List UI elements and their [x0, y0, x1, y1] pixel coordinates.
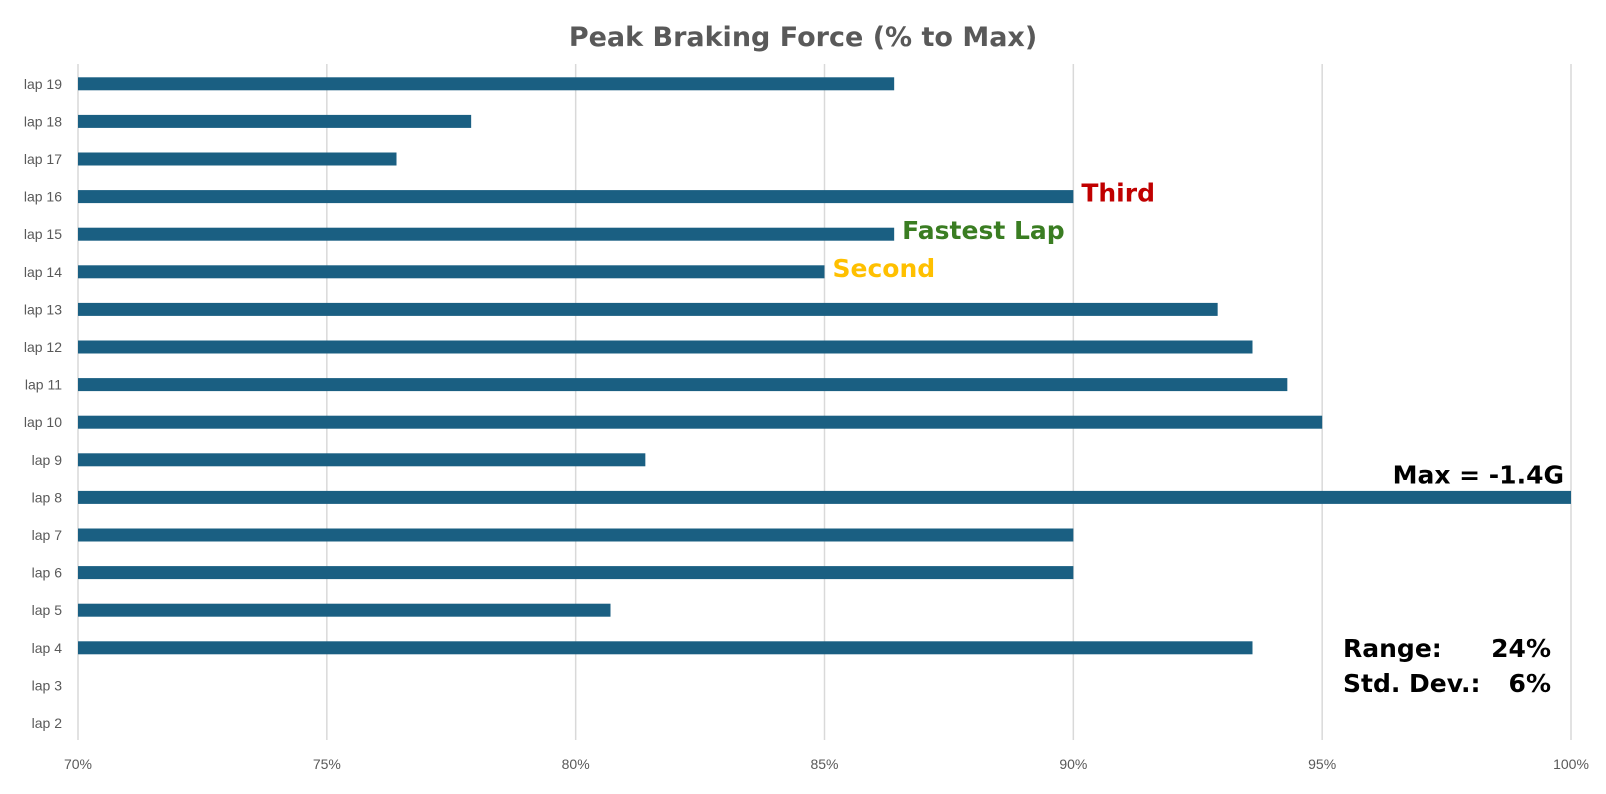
- y-tick-labels: lap 19 lap 18 lap 17 lap 16 lap 15 lap 14 lap …: [24, 76, 62, 731]
- bar-lap-7: [78, 528, 1074, 542]
- x-tick-label: 85%: [810, 756, 838, 772]
- stat-label: Range:: [1343, 634, 1442, 663]
- bar-lap-10: [78, 415, 1323, 429]
- bar-lap-6: [78, 566, 1074, 580]
- y-tick-label: lap 13: [24, 301, 62, 317]
- y-tick-label: lap 4: [32, 640, 63, 656]
- x-tick-labels: 70% 75% 80% 85% 90% 95% 100%: [64, 756, 1589, 772]
- grid-lines: [77, 64, 1572, 740]
- annotation-label: Max = -1.4G: [1393, 460, 1564, 489]
- x-tick-label: 70%: [64, 756, 92, 772]
- stat-label: Std. Dev.:: [1343, 669, 1481, 698]
- y-tick-label: lap 10: [24, 414, 62, 430]
- bar-lap-4: [78, 641, 1253, 655]
- annotation-label: Third: [1081, 179, 1155, 208]
- y-tick-label: lap 17: [24, 151, 62, 167]
- bar-lap-5: [78, 603, 611, 617]
- annotation-label: Fastest Lap: [902, 216, 1065, 245]
- bar-lap-8: [78, 490, 1571, 504]
- bar-lap-9: [78, 453, 646, 467]
- bar-lap-18: [78, 114, 472, 128]
- x-tick-label: 95%: [1308, 756, 1336, 772]
- y-tick-label: lap 12: [24, 339, 62, 355]
- x-tick-label: 100%: [1553, 756, 1589, 772]
- x-tick-label: 90%: [1059, 756, 1087, 772]
- bar-lap-15: [78, 227, 895, 241]
- bar-lap-13: [78, 302, 1218, 316]
- y-tick-label: lap 14: [24, 264, 62, 280]
- bar-lap-17: [78, 152, 397, 166]
- y-tick-label: lap 15: [24, 226, 62, 242]
- bar-lap-11: [78, 378, 1288, 392]
- y-tick-label: lap 11: [25, 377, 62, 393]
- bar-lap-16: [78, 190, 1074, 204]
- y-tick-label: lap 19: [24, 76, 62, 92]
- stat-value: 24%: [1491, 634, 1551, 663]
- y-tick-label: lap 16: [24, 189, 62, 205]
- x-tick-label: 80%: [562, 756, 590, 772]
- y-tick-label: lap 2: [32, 715, 63, 731]
- y-tick-label: lap 18: [24, 113, 62, 129]
- y-tick-label: lap 9: [32, 452, 63, 468]
- y-tick-label: lap 7: [32, 527, 63, 543]
- bar-lap-19: [78, 77, 895, 91]
- annotation-label: Second: [833, 254, 936, 283]
- stat-value: 6%: [1509, 669, 1551, 698]
- x-tick-label: 75%: [313, 756, 341, 772]
- bar-lap-12: [78, 340, 1253, 354]
- chart-title: Peak Braking Force (% to Max): [569, 22, 1037, 53]
- y-tick-label: lap 3: [32, 677, 63, 693]
- bars: [78, 77, 1571, 655]
- y-tick-label: lap 8: [32, 489, 63, 505]
- y-tick-label: lap 5: [32, 602, 63, 618]
- y-tick-label: lap 6: [32, 565, 63, 581]
- stats-box: Range: 24% Std. Dev.: 6%: [1343, 634, 1551, 698]
- annotations: Third Fastest Lap Second Max = -1.4G: [833, 179, 1565, 490]
- bar-lap-14: [78, 265, 825, 279]
